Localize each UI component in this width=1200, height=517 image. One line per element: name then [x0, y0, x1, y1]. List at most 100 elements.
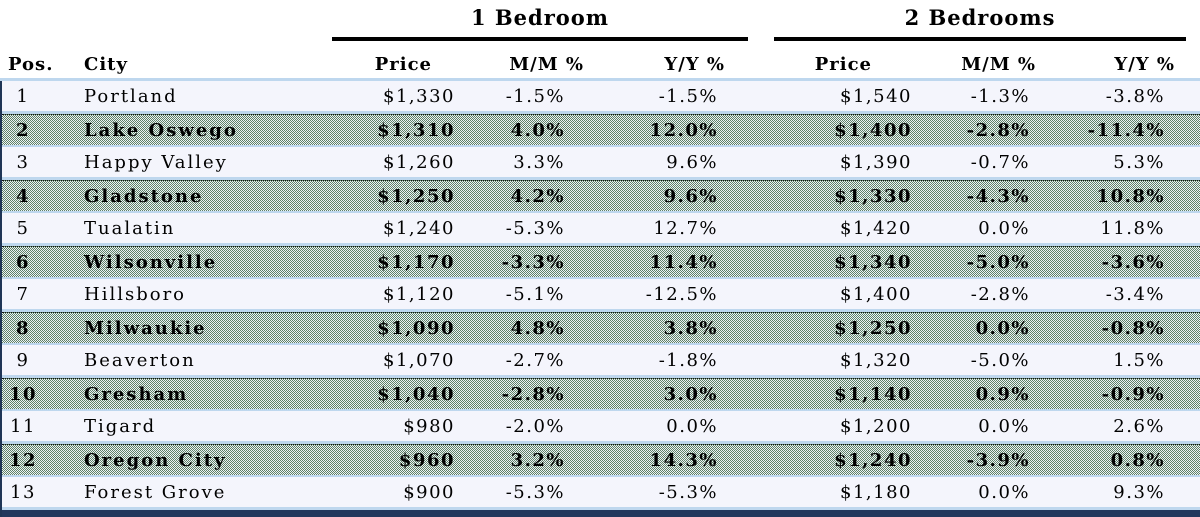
mm-1br-cell: -1.5% — [505, 85, 565, 107]
city-cell: Happy Valley — [84, 151, 228, 173]
yy-1br-cell: 12.7% — [653, 217, 718, 239]
mm-2br-cell: -2.8% — [970, 283, 1030, 305]
mm-1br-cell: -5.3% — [505, 217, 565, 239]
price-1br-cell: $980 — [403, 415, 455, 437]
yy-2br-cell: 1.5% — [1113, 349, 1165, 371]
price-2br-cell: $1,180 — [840, 481, 912, 503]
column-header-city: City — [84, 54, 128, 75]
mm-1br-cell: -2.8% — [501, 383, 565, 405]
mm-2br-cell: 0.0% — [975, 317, 1030, 339]
city-cell: Portland — [84, 85, 178, 107]
mm-1br-cell: -5.1% — [505, 283, 565, 305]
mm-1br-cell: -3.3% — [501, 251, 565, 273]
price-2br-cell: $1,140 — [834, 383, 912, 405]
yy-1br-cell: -5.3% — [658, 481, 718, 503]
table-row: 11 Tigard $980 -2.0% 0.0% $1,200 0.0% 2.6% — [2, 411, 1200, 444]
column-header-mm-2br: M/M % — [961, 54, 1036, 75]
city-cell: Beaverton — [84, 349, 196, 371]
yy-2br-cell: -11.4% — [1087, 119, 1165, 141]
column-header-pos: Pos. — [8, 54, 54, 75]
mm-2br-cell: 0.9% — [975, 383, 1030, 405]
pos-cell: 8 — [15, 317, 31, 339]
yy-2br-cell: -3.4% — [1105, 283, 1165, 305]
price-1br-cell: $1,260 — [383, 151, 455, 173]
city-cell: Milwaukie — [84, 317, 207, 339]
yy-1br-cell: 9.6% — [663, 185, 718, 207]
price-1br-cell: $1,250 — [377, 185, 455, 207]
price-1br-cell: $1,330 — [383, 85, 455, 107]
price-1br-cell: $1,090 — [377, 317, 455, 339]
price-2br-cell: $1,320 — [840, 349, 912, 371]
pos-cell: 1 — [16, 85, 30, 107]
price-2br-cell: $1,540 — [840, 85, 912, 107]
yy-1br-cell: 12.0% — [649, 119, 718, 141]
yy-2br-cell: 0.8% — [1110, 449, 1165, 471]
price-2br-cell: $1,340 — [834, 251, 912, 273]
city-cell: Gladstone — [84, 185, 204, 207]
table-row: 3 Happy Valley $1,260 3.3% 9.6% $1,390 -0.7% 5.… — [2, 147, 1200, 180]
city-cell: Hillsboro — [84, 283, 187, 305]
table-row: 5 Tualatin $1,240 -5.3% 12.7% $1,420 0.0% 11.8% — [2, 213, 1200, 246]
mm-1br-cell: 4.0% — [510, 119, 565, 141]
table-body: 1 Portland $1,330 -1.5% -1.5% $1,540 -1.3% -3.8… — [0, 81, 1200, 510]
mm-2br-cell: -2.8% — [966, 119, 1030, 141]
mm-2br-cell: -5.0% — [966, 251, 1030, 273]
table-row: 9 Beaverton $1,070 -2.7% -1.8% $1,320 -5.0% 1.5… — [2, 345, 1200, 378]
city-cell: Tigard — [84, 415, 157, 437]
table-row: 7 Hillsboro $1,120 -5.1% -12.5% $1,400 -2.8% -3… — [2, 279, 1200, 312]
pos-cell: 6 — [15, 251, 31, 273]
yy-1br-cell: 14.3% — [649, 449, 718, 471]
mm-1br-cell: 3.2% — [510, 449, 565, 471]
price-2br-cell: $1,420 — [840, 217, 912, 239]
mm-1br-cell: 3.3% — [513, 151, 565, 173]
yy-1br-cell: 0.0% — [666, 415, 718, 437]
table-row: 8 Milwaukie $1,090 4.8% 3.8% $1,250 0.0% -0.8% — [2, 312, 1200, 345]
mm-2br-cell: -1.3% — [970, 85, 1030, 107]
pos-cell: 13 — [10, 481, 36, 503]
column-header-price-2br: Price — [814, 54, 872, 75]
table-header: 1 Bedroom 2 Bedrooms Pos. City Price M/M… — [0, 0, 1200, 81]
yy-2br-cell: 10.8% — [1096, 185, 1165, 207]
price-1br-cell: $1,120 — [383, 283, 455, 305]
group-header-1-bedroom: 1 Bedroom — [332, 5, 748, 41]
pos-cell: 3 — [16, 151, 30, 173]
mm-1br-cell: 4.8% — [510, 317, 565, 339]
mm-2br-cell: -4.3% — [966, 185, 1030, 207]
yy-1br-cell: 3.0% — [663, 383, 718, 405]
mm-2br-cell: -0.7% — [970, 151, 1030, 173]
pos-cell: 7 — [16, 283, 30, 305]
mm-2br-cell: 0.0% — [978, 481, 1030, 503]
price-1br-cell: $1,240 — [383, 217, 455, 239]
yy-1br-cell: -12.5% — [645, 283, 718, 305]
price-1br-cell: $1,070 — [383, 349, 455, 371]
table-row: 10 Gresham $1,040 -2.8% 3.0% $1,140 0.9% -0.9% — [2, 378, 1200, 411]
yy-2br-cell: 9.3% — [1113, 481, 1165, 503]
price-2br-cell: $1,240 — [834, 449, 912, 471]
yy-2br-cell: -0.9% — [1101, 383, 1165, 405]
mm-2br-cell: 0.0% — [978, 415, 1030, 437]
yy-2br-cell: -3.8% — [1105, 85, 1165, 107]
price-1br-cell: $1,310 — [377, 119, 455, 141]
pos-cell: 10 — [8, 383, 38, 405]
city-cell: Forest Grove — [84, 481, 227, 503]
yy-1br-cell: 3.8% — [663, 317, 718, 339]
mm-2br-cell: 0.0% — [978, 217, 1030, 239]
yy-1br-cell: 11.4% — [649, 251, 718, 273]
yy-2br-cell: -3.6% — [1101, 251, 1165, 273]
price-2br-cell: $1,390 — [840, 151, 912, 173]
price-1br-cell: $1,170 — [377, 251, 455, 273]
pos-cell: 2 — [15, 119, 31, 141]
price-1br-cell: $1,040 — [377, 383, 455, 405]
city-cell: Oregon City — [84, 449, 227, 471]
mm-1br-cell: -2.0% — [505, 415, 565, 437]
mm-2br-cell: -5.0% — [970, 349, 1030, 371]
pos-cell: 12 — [8, 449, 38, 471]
yy-2br-cell: 5.3% — [1113, 151, 1165, 173]
column-header-row: Pos. City Price M/M % Y/Y % Price M/M % … — [0, 43, 1200, 75]
table-row: 6 Wilsonville $1,170 -3.3% 11.4% $1,340 -5.0% -… — [2, 246, 1200, 279]
mm-1br-cell: 4.2% — [510, 185, 565, 207]
table-row: 12 Oregon City $960 3.2% 14.3% $1,240 -3.9% 0.8… — [2, 444, 1200, 477]
yy-2br-cell: 2.6% — [1113, 415, 1165, 437]
column-header-yy-1br: Y/Y % — [664, 54, 725, 75]
mm-1br-cell: -2.7% — [505, 349, 565, 371]
